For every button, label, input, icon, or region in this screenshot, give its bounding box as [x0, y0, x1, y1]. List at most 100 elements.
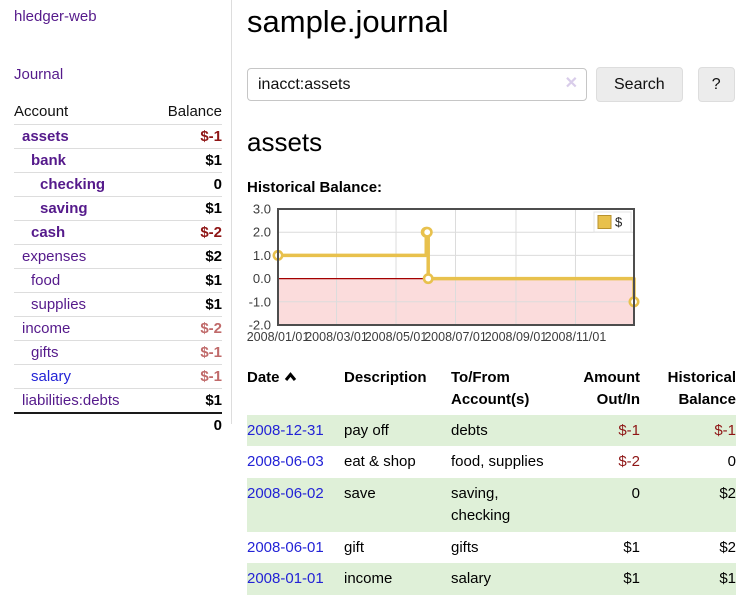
svg-text:1.0: 1.0 — [253, 248, 271, 263]
accounts-total-balance: 0 — [151, 412, 222, 437]
chart-title-label: Historical Balance: — [247, 179, 383, 196]
transaction-accounts: debts — [451, 421, 488, 439]
account-row: supplies $1 — [14, 292, 222, 317]
account-link-gifts[interactable]: gifts — [31, 344, 59, 361]
transaction-description: pay off — [344, 421, 389, 439]
transaction-description: eat & shop — [344, 453, 416, 471]
search-form: ✕ Search ? — [247, 67, 736, 102]
svg-text:2008/05/01: 2008/05/01 — [365, 330, 428, 344]
account-row: cash $-2 — [14, 220, 222, 245]
sort-ascending-icon — [284, 367, 297, 389]
account-row: saving $1 — [14, 196, 222, 221]
historical-balance-chart: 3.0 2.0 1.0 0.0 -1.0 -2.0 2008/01/01 2008/03/01… — [245, 202, 736, 355]
column-header-amount: Amount Out/In — [583, 369, 640, 408]
transaction-description: save — [344, 485, 376, 502]
search-input[interactable] — [247, 68, 587, 101]
transaction-date-link[interactable]: 2008-06-03 — [247, 453, 324, 471]
account-row: checking 0 — [14, 172, 222, 197]
account-balance: $2 — [151, 244, 222, 269]
account-link-food[interactable]: food — [31, 272, 61, 289]
transaction-balance: $2 — [719, 538, 736, 556]
account-link-saving[interactable]: saving — [40, 200, 88, 217]
account-link-cash[interactable]: cash — [31, 224, 66, 241]
account-link-income[interactable]: income — [22, 320, 71, 337]
transaction-row: 2008-01-01 income salary $1 $1 — [247, 563, 736, 595]
transaction-accounts: food, supplies — [451, 453, 544, 471]
transaction-date-link[interactable]: 2008-12-31 — [247, 421, 324, 439]
transaction-amount: $-1 — [618, 421, 640, 439]
account-row: gifts $-1 — [14, 340, 222, 365]
accounts-header-account: Account — [14, 103, 69, 120]
svg-text:2008/01/01: 2008/01/01 — [247, 330, 310, 344]
sidebar: hledger-web Journal Account Balance asse… — [0, 0, 232, 437]
transaction-row: 2008-06-03 eat & shop food, supplies $-2… — [247, 446, 736, 478]
chart-canvas: 3.0 2.0 1.0 0.0 -1.0 -2.02008/01/012008/03/01… — [247, 202, 640, 344]
svg-text:-1.0: -1.0 — [249, 294, 271, 309]
account-balance: $-1 — [151, 340, 222, 365]
transaction-date-link[interactable]: 2008-06-01 — [247, 538, 324, 556]
main-content: sample.journal ✕ Search ? assets Histori… — [247, 0, 736, 595]
account-balance: $-2 — [151, 220, 222, 245]
account-balance: $1 — [151, 388, 222, 413]
transaction-row: 2008-06-02 save saving, checking 0 $2 — [247, 478, 736, 532]
account-link-supplies[interactable]: supplies — [31, 296, 87, 313]
app-title-link[interactable]: hledger-web — [14, 8, 97, 25]
transaction-date-link[interactable]: 2008-01-01 — [247, 570, 324, 588]
account-row: food $1 — [14, 268, 222, 293]
transaction-amount: 0 — [631, 485, 640, 502]
transaction-amount: $-2 — [618, 453, 640, 471]
account-row: income $-2 — [14, 316, 222, 341]
transaction-accounts: saving, checking — [451, 485, 511, 524]
account-row: assets $-1 — [14, 124, 222, 149]
account-balance: $1 — [151, 292, 222, 317]
transaction-amount: $1 — [623, 538, 640, 556]
transaction-row: 2008-06-01 gift gifts $1 $2 — [247, 532, 736, 564]
clear-search-icon[interactable]: ✕ — [564, 75, 578, 92]
account-balance: $-2 — [151, 316, 222, 341]
account-balance: $1 — [151, 148, 222, 173]
account-balance: 0 — [151, 172, 222, 197]
account-link-checking[interactable]: checking — [40, 176, 106, 193]
register-account-heading: assets — [247, 127, 323, 157]
accounts-total-row: 0 — [14, 412, 222, 437]
transaction-accounts: gifts — [451, 538, 479, 556]
search-button[interactable]: Search — [596, 67, 683, 102]
accounts-header-balance: Balance — [167, 103, 222, 120]
account-link-assets[interactable]: assets — [22, 128, 69, 145]
svg-text:3.0: 3.0 — [253, 202, 271, 217]
transaction-amount: $1 — [623, 570, 640, 588]
column-header-date[interactable]: Date — [247, 365, 344, 415]
column-header-balance: Historical Balance — [667, 369, 736, 408]
transactions-table: Date Description To/From Account(s) Amou… — [247, 365, 736, 595]
account-row: salary $-1 — [14, 364, 222, 389]
transaction-description: gift — [344, 538, 365, 556]
account-balance: $1 — [151, 268, 222, 293]
accounts-table: Account Balance assets $-1 bank $1 check… — [14, 100, 222, 437]
svg-text:2008/09/01: 2008/09/01 — [485, 330, 548, 344]
account-link-expenses[interactable]: expenses — [22, 248, 87, 265]
transaction-date-link[interactable]: 2008-06-02 — [247, 485, 324, 502]
transaction-description: income — [344, 570, 393, 588]
account-link-salary[interactable]: salary — [31, 368, 72, 385]
svg-text:0.0: 0.0 — [253, 271, 271, 286]
column-header-accounts: To/From Account(s) — [451, 369, 530, 408]
transaction-balance: $2 — [719, 485, 736, 502]
account-link-liabilities-debts[interactable]: liabilities:debts — [22, 392, 120, 409]
transactions-header-row: Date Description To/From Account(s) Amou… — [247, 365, 736, 415]
account-link-bank[interactable]: bank — [31, 152, 67, 169]
transaction-accounts: salary — [451, 570, 492, 588]
transaction-row: 2008-12-31 pay off debts $-1 $-1 — [247, 414, 736, 447]
svg-text:2008/11/01: 2008/11/01 — [545, 330, 607, 344]
account-row: expenses $2 — [14, 244, 222, 269]
svg-text:$: $ — [615, 215, 623, 230]
account-row: bank $1 — [14, 148, 222, 173]
svg-text:2008/03/01: 2008/03/01 — [305, 330, 368, 344]
transaction-balance: $1 — [719, 570, 736, 588]
transaction-balance: 0 — [727, 453, 736, 471]
accounts-header-row: Account Balance — [14, 100, 222, 125]
sidebar-item-journal[interactable]: Journal — [14, 66, 64, 83]
help-button[interactable]: ? — [697, 67, 735, 102]
svg-text:2.0: 2.0 — [253, 225, 271, 240]
svg-text:-2.0: -2.0 — [249, 318, 271, 333]
account-balance: $-1 — [151, 364, 222, 389]
